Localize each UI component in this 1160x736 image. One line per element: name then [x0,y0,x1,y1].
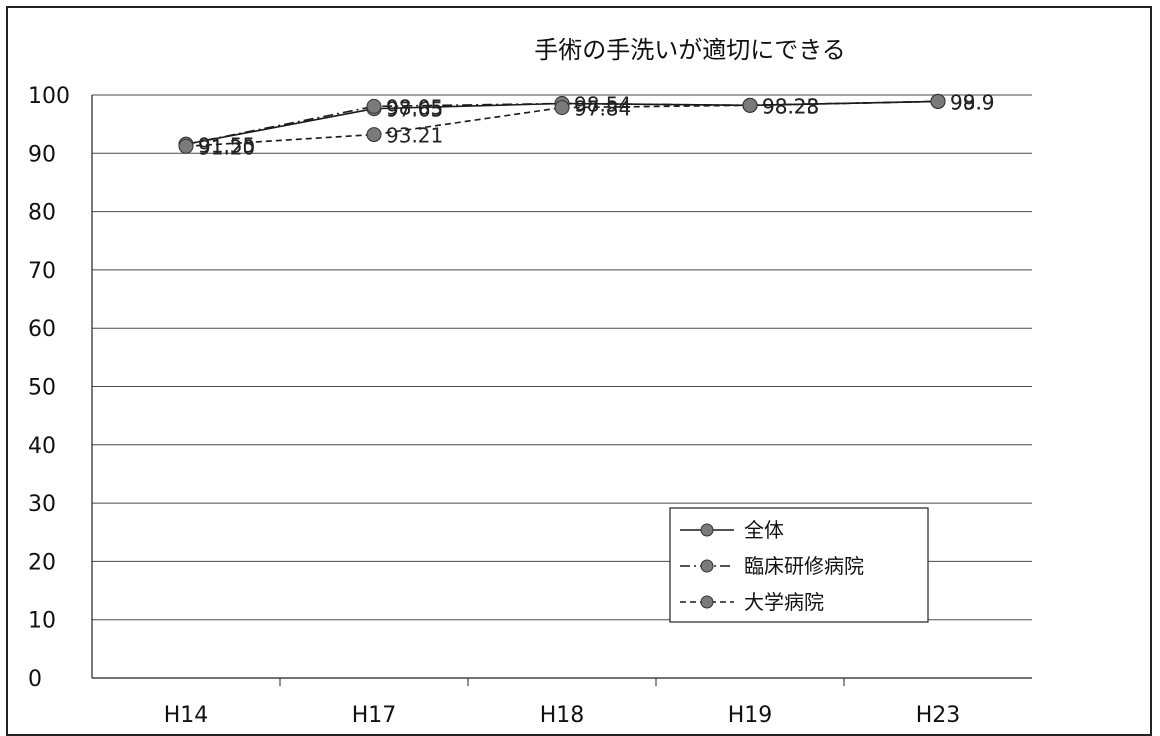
series-line-2 [185,100,939,148]
y-tick-label-50: 50 [28,376,56,401]
data-label-0: 91.55 [198,133,255,157]
y-tick-label-90: 90 [28,142,56,167]
y-tick-label-30: 30 [28,492,56,517]
y-tick-label-80: 80 [28,201,56,226]
axes: 0 10 20 30 40 50 60 70 80 90 100 H14 H17 H18 H19 H23 [28,84,1032,726]
marker-s2-H17 [366,127,382,143]
chart-title: 手術の手洗いが適切にできる [534,36,846,64]
data-label-8: 98.28 [762,94,819,118]
marker-s2-H19 [742,97,758,113]
series-group [178,93,946,154]
series-line-1 [185,100,939,146]
x-tick-label-H18: H18 [540,703,585,726]
x-tick-label-H14: H14 [164,703,209,726]
marker-s2-H14 [178,138,194,154]
data-label-3: 98.05 [386,95,443,119]
chart-frame [6,6,1152,736]
x-tick-label-H23: H23 [916,703,961,726]
data-label-5: 98.54 [574,93,631,117]
marker-s2-H23 [930,93,946,109]
y-tick-label-20: 20 [28,550,56,575]
legend-label-0: 全体 [744,518,784,542]
legend-label-1: 臨床研修病院 [744,554,864,578]
marker-s2-H18 [554,100,570,116]
data-label-2: 97.65 [386,98,443,122]
legend-marker-1 [700,559,714,573]
y-tick-label-10: 10 [28,609,56,634]
x-tick-label-H19: H19 [728,703,773,726]
data-label-7: 98.23 [762,94,819,118]
legend-marker-0 [700,523,714,537]
legend-marker-2 [700,595,714,609]
x-tick-label-H17: H17 [352,703,397,726]
y-tick-label-40: 40 [28,434,56,459]
data-label-9: 98.9 [950,90,995,114]
marker-s1-H17 [366,98,382,114]
y-tick-label-0: 0 [28,667,42,692]
data-label-4: 93.21 [386,124,443,148]
data-label-10: 99.9 [950,90,995,114]
y-tick-label-70: 70 [28,259,56,284]
data-label-6: 97.84 [574,97,631,121]
y-tick-label-60: 60 [28,317,56,342]
y-tick-label-100: 100 [28,84,70,109]
legend-label-2: 大学病院 [744,590,824,614]
data-label-1: 91.20 [198,135,255,159]
